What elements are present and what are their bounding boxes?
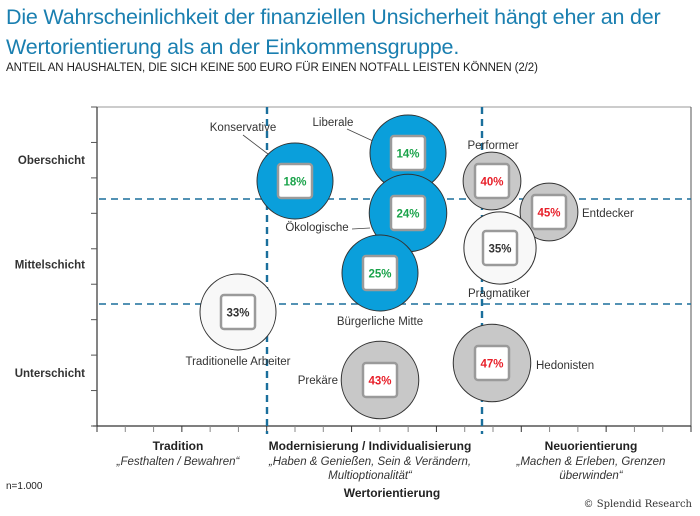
value-box xyxy=(219,293,257,331)
chart-title: Die Wahrscheinlichkeit der finanziellen … xyxy=(6,5,661,59)
x-category-label: Modernisierung / Individualisierung xyxy=(269,439,472,453)
bubble-pragmatiker: 35% xyxy=(463,211,537,285)
bubble-ökologische: 24% xyxy=(368,173,448,253)
data-label: 33% xyxy=(226,308,249,320)
value-box xyxy=(473,344,511,382)
y-category-label: Unterschicht xyxy=(15,368,85,380)
x-category-subtitle-line: überwinden“ xyxy=(559,470,623,482)
bubble-bürgerliche-mitte: 25% xyxy=(341,234,419,312)
x-category-subtitle: „Haben & Genießen, Sein & Verändern, Mult… xyxy=(268,456,471,482)
segment-label: Prekäre xyxy=(298,375,338,387)
data-label: 25% xyxy=(368,269,391,281)
segment-label: Traditionelle Arbeiter xyxy=(185,356,290,368)
value-box xyxy=(389,194,427,232)
value-box xyxy=(481,229,519,267)
leader-line xyxy=(242,134,269,155)
value-box xyxy=(530,193,568,231)
bubble-prekäre: 43% xyxy=(340,340,420,420)
plot-frame xyxy=(91,106,692,432)
value-box xyxy=(361,254,399,292)
leader-line xyxy=(346,128,374,142)
bubble-hedonisten: 47% xyxy=(452,323,532,403)
data-label: 18% xyxy=(283,177,306,189)
segment-label: Liberale xyxy=(313,117,354,129)
x-category-label: Neuorientierung xyxy=(545,439,638,453)
data-label: 45% xyxy=(537,208,560,220)
label-leaders xyxy=(242,128,374,230)
bubble-konservative: 18% xyxy=(256,142,334,220)
segment-label: Entdecker xyxy=(582,208,634,220)
value-box xyxy=(473,162,511,200)
data-label: 47% xyxy=(480,359,503,371)
x-category-label: Tradition xyxy=(153,439,204,453)
data-label: 14% xyxy=(396,149,419,161)
data-label: 43% xyxy=(368,376,391,388)
segment-label: Bürgerliche Mitte xyxy=(337,316,423,328)
bubble-liberale: 14% xyxy=(369,114,447,192)
y-axis-labels: Unterschicht Mittelschicht Oberschicht xyxy=(15,155,85,380)
data-label: 35% xyxy=(488,244,511,256)
segment-label: Pragmatiker xyxy=(468,288,530,300)
data-label: 24% xyxy=(396,209,419,221)
x-category-subtitle: „Machen & Erleben, Grenzen überwinden“ xyxy=(516,456,666,482)
bubble-traditionelle-arbeiter: 33% xyxy=(199,273,277,351)
x-category-subtitle-line: Multioptionalität“ xyxy=(328,470,413,482)
chart-subtitle: ANTEIL AN HAUSHALTEN, DIE SICH KEINE 500… xyxy=(6,62,538,74)
sample-size-note: n=1.000 xyxy=(6,481,43,492)
leader-line xyxy=(351,227,371,230)
y-category-label: Mittelschicht xyxy=(15,259,85,271)
x-category-subtitle-line: „Machen & Erleben, Grenzen xyxy=(516,456,666,468)
y-category-label: Oberschicht xyxy=(18,155,85,167)
data-label: 40% xyxy=(480,177,503,189)
value-box xyxy=(389,134,427,172)
x-category-subtitle-line: „Haben & Genießen, Sein & Verändern, xyxy=(268,456,471,468)
bubbles: 18% Konservative 14% Liberale 24% Ökologische… xyxy=(185,114,634,420)
copyright-credit: © Splendid Research xyxy=(583,499,692,510)
segment-label: Performer xyxy=(467,140,518,152)
value-box xyxy=(361,361,399,399)
segment-label: Hedonisten xyxy=(536,360,594,372)
x-category-subtitle-line: „Festhalten / Bewahren“ xyxy=(116,456,241,468)
bubble-performer: 40% xyxy=(462,151,522,211)
x-category-subtitle: „Festhalten / Bewahren“ xyxy=(116,456,241,468)
bubble-entdecker: 45% xyxy=(519,182,579,242)
segment-label: Konservative xyxy=(210,122,276,134)
value-box xyxy=(276,162,314,200)
x-axis-title: Wertorientierung xyxy=(344,486,440,500)
x-axis-labels: Tradition Modernisierung / Individualisie… xyxy=(116,439,666,500)
segment-label: Ökologische xyxy=(285,222,348,234)
